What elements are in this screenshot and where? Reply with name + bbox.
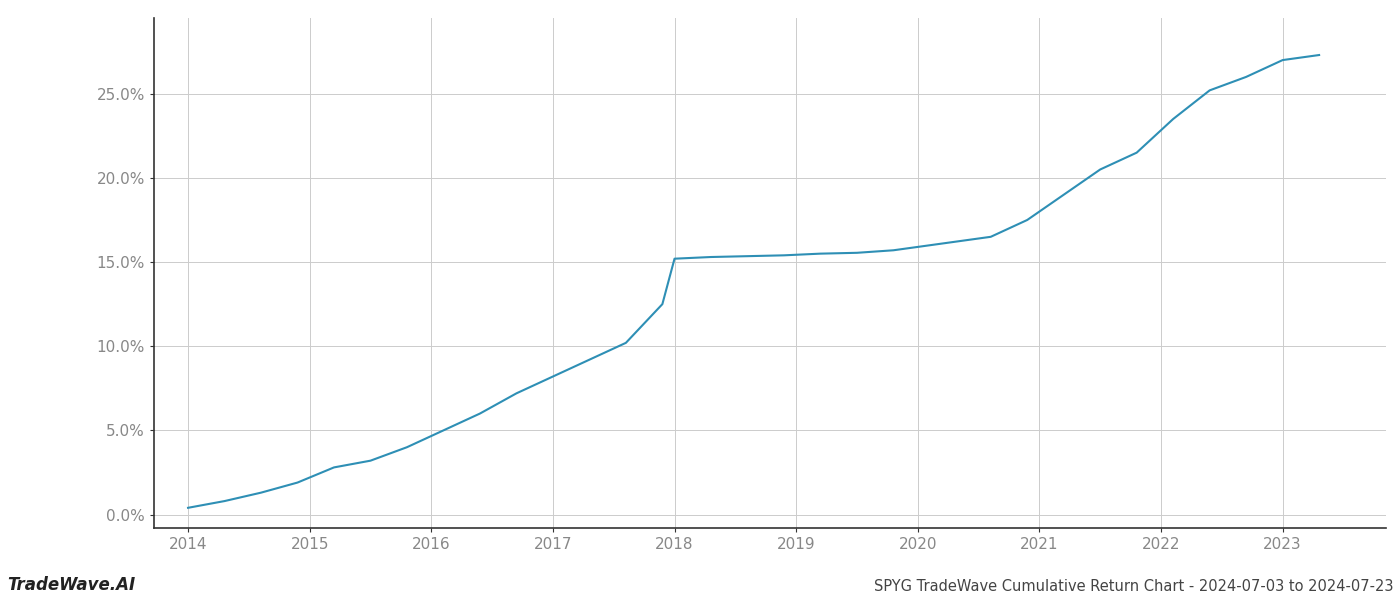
- Text: SPYG TradeWave Cumulative Return Chart - 2024-07-03 to 2024-07-23: SPYG TradeWave Cumulative Return Chart -…: [874, 579, 1393, 594]
- Text: TradeWave.AI: TradeWave.AI: [7, 576, 136, 594]
